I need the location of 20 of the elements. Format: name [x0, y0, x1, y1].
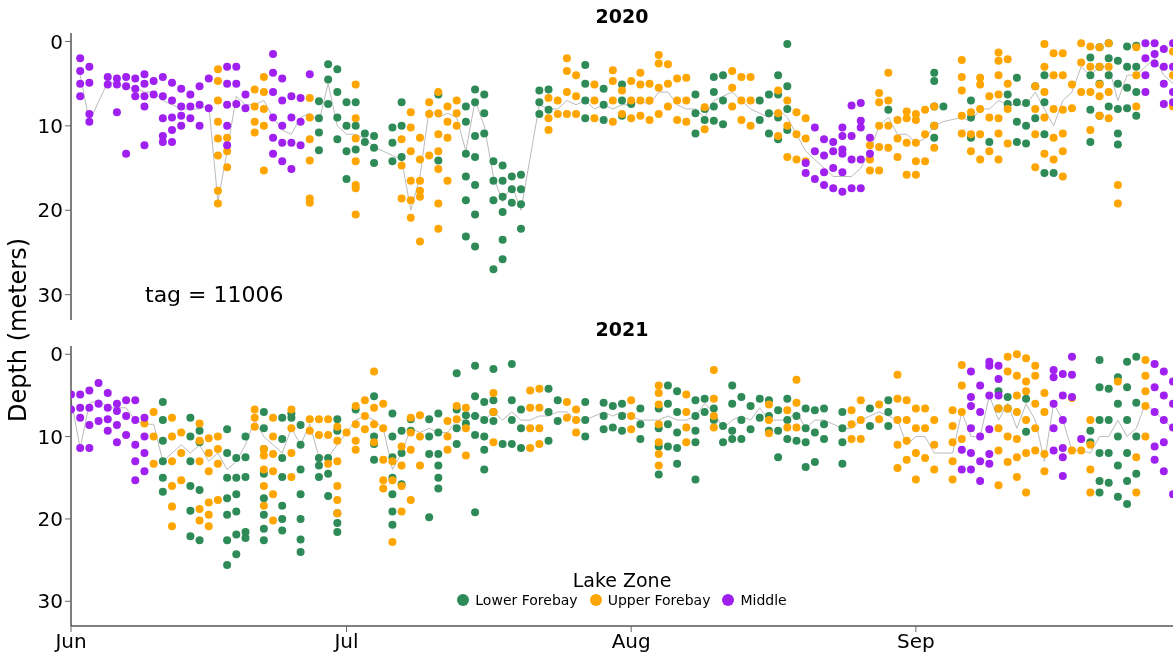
x-tick-label: Aug: [611, 629, 651, 653]
legend-label: Upper Forebay: [607, 592, 711, 608]
y-tick-label: 30: [37, 282, 63, 307]
y-tick-label: 20: [37, 507, 63, 532]
x-tick-label: Jun: [53, 629, 87, 653]
legend-label: Lower Forebay: [475, 592, 578, 608]
y-axis-title: Depth (meters): [4, 237, 32, 423]
chart-title: 2021: [594, 318, 650, 340]
y-tick-label: 10: [37, 113, 63, 138]
y-tick-label: 10: [37, 424, 63, 449]
y-tick-label: 0: [50, 29, 63, 54]
annotation: tag = 11006: [145, 282, 284, 307]
chart-title: 2020: [594, 5, 650, 27]
y-tick-label: 0: [50, 342, 63, 367]
legend-label: Middle: [740, 592, 787, 608]
x-tick-label: Jul: [332, 629, 359, 653]
legend-title: Lake Zone: [572, 568, 672, 592]
y-tick-label: 30: [37, 589, 63, 614]
y-tick-label: 20: [37, 198, 63, 223]
x-tick-label: Sep: [897, 629, 935, 653]
